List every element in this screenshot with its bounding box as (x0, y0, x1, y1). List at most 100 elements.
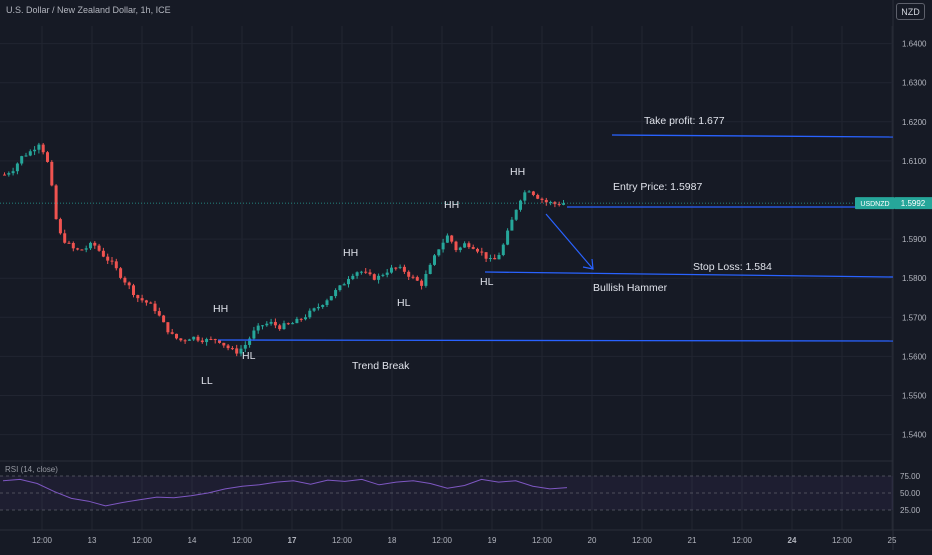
price-badge (895, 197, 932, 210)
x-tick-label: 12:00 (532, 536, 553, 545)
candle-body (170, 332, 174, 334)
x-tick-label: 20 (588, 536, 597, 545)
ll-label: LL (201, 375, 213, 387)
candle-body (157, 311, 161, 316)
bullish-arrow-head[interactable] (582, 258, 594, 270)
candle-body (514, 209, 518, 220)
y-tick-label: 1.5600 (902, 352, 927, 361)
x-tick-label: 18 (388, 536, 397, 545)
candle-body (15, 163, 19, 172)
candle-body (445, 235, 449, 243)
rsi-level-label: 25.00 (900, 506, 921, 515)
candle-body (205, 339, 209, 343)
stop-loss-label: Stop Loss: 1.584 (693, 261, 772, 273)
candle-body (196, 336, 200, 341)
candle-body (334, 290, 338, 297)
candle-body (454, 241, 458, 251)
candle-body (463, 243, 467, 248)
candle-body (299, 318, 303, 320)
hl-label: HL (242, 350, 256, 362)
candle-body (286, 323, 290, 325)
candle-body (519, 200, 522, 210)
candle-body (441, 242, 445, 250)
candle-body (239, 348, 243, 354)
candle-body (304, 317, 307, 320)
candle-body (89, 242, 92, 249)
candle-body (230, 348, 234, 350)
candle-body (467, 243, 471, 248)
x-tick-label: 12:00 (432, 536, 453, 545)
candle-body (321, 305, 325, 307)
candle-body (37, 144, 41, 150)
candle-body (144, 300, 148, 303)
candle-body (562, 203, 565, 205)
candle-body (3, 174, 6, 176)
y-tick-label: 1.5900 (902, 235, 927, 244)
candle-body (536, 194, 540, 199)
candle-body (329, 296, 333, 301)
candle-body (544, 199, 548, 203)
x-tick-label: 12:00 (832, 536, 853, 545)
candle-body (265, 323, 269, 326)
candle-body (252, 330, 256, 339)
candle-body (338, 285, 342, 291)
candle-body (523, 192, 527, 201)
candle-body (506, 230, 510, 245)
candle-body (218, 340, 221, 343)
candle-body (243, 344, 247, 349)
candle-body (28, 151, 32, 156)
candle-body (527, 191, 531, 193)
currency-button[interactable]: NZD (896, 3, 925, 20)
hl-label: HL (397, 297, 411, 309)
hh-label: HH (343, 247, 358, 259)
candle-body (50, 161, 54, 186)
candle-body (308, 310, 312, 318)
y-tick-label: 1.5700 (902, 313, 927, 322)
bullish-arrow-line[interactable] (545, 213, 594, 270)
candle-body (385, 272, 389, 275)
hl-label: HL (480, 276, 494, 288)
candle-body (415, 277, 419, 281)
candle-body (480, 251, 484, 253)
take-profit-line[interactable] (611, 134, 894, 138)
hh-label: HH (510, 166, 525, 178)
candle-body (136, 295, 140, 299)
candle-body (433, 255, 436, 265)
candle-body (420, 280, 424, 286)
candle-body (497, 255, 501, 260)
y-tick-label: 1.6300 (902, 79, 927, 88)
candle-body (235, 348, 239, 354)
x-tick-label: 12:00 (32, 536, 53, 545)
x-tick-label: 17 (288, 536, 297, 545)
x-tick-label: 14 (188, 536, 197, 545)
candle-body (278, 325, 282, 330)
candle-body (123, 277, 127, 283)
candle-body (398, 266, 402, 268)
take-profit-label: Take profit: 1.677 (644, 115, 725, 127)
candle-body (394, 267, 398, 269)
candle-body (368, 272, 372, 275)
candle-body (132, 285, 135, 296)
candle-body (510, 219, 514, 231)
candle-body (153, 303, 157, 312)
stop-loss-line[interactable] (484, 271, 894, 278)
candle-body (471, 247, 475, 249)
candle-body (269, 321, 273, 324)
trend-break-line[interactable] (217, 339, 894, 342)
candle-body (209, 339, 213, 341)
candle-body (273, 321, 277, 326)
rsi-level-label: 50.00 (900, 489, 921, 498)
x-tick-label: 12:00 (632, 536, 653, 545)
rsi-label: RSI (14, close) (5, 465, 58, 474)
candle-body (110, 260, 114, 262)
x-tick-label: 13 (88, 536, 97, 545)
hh-label: HH (213, 303, 228, 315)
rsi-line (2, 478, 568, 507)
candle-body (291, 323, 295, 325)
candle-body (149, 302, 153, 304)
candle-body (428, 264, 432, 275)
candle-body (484, 252, 488, 259)
candle-body (261, 325, 264, 327)
x-tick-label: 21 (688, 536, 697, 545)
